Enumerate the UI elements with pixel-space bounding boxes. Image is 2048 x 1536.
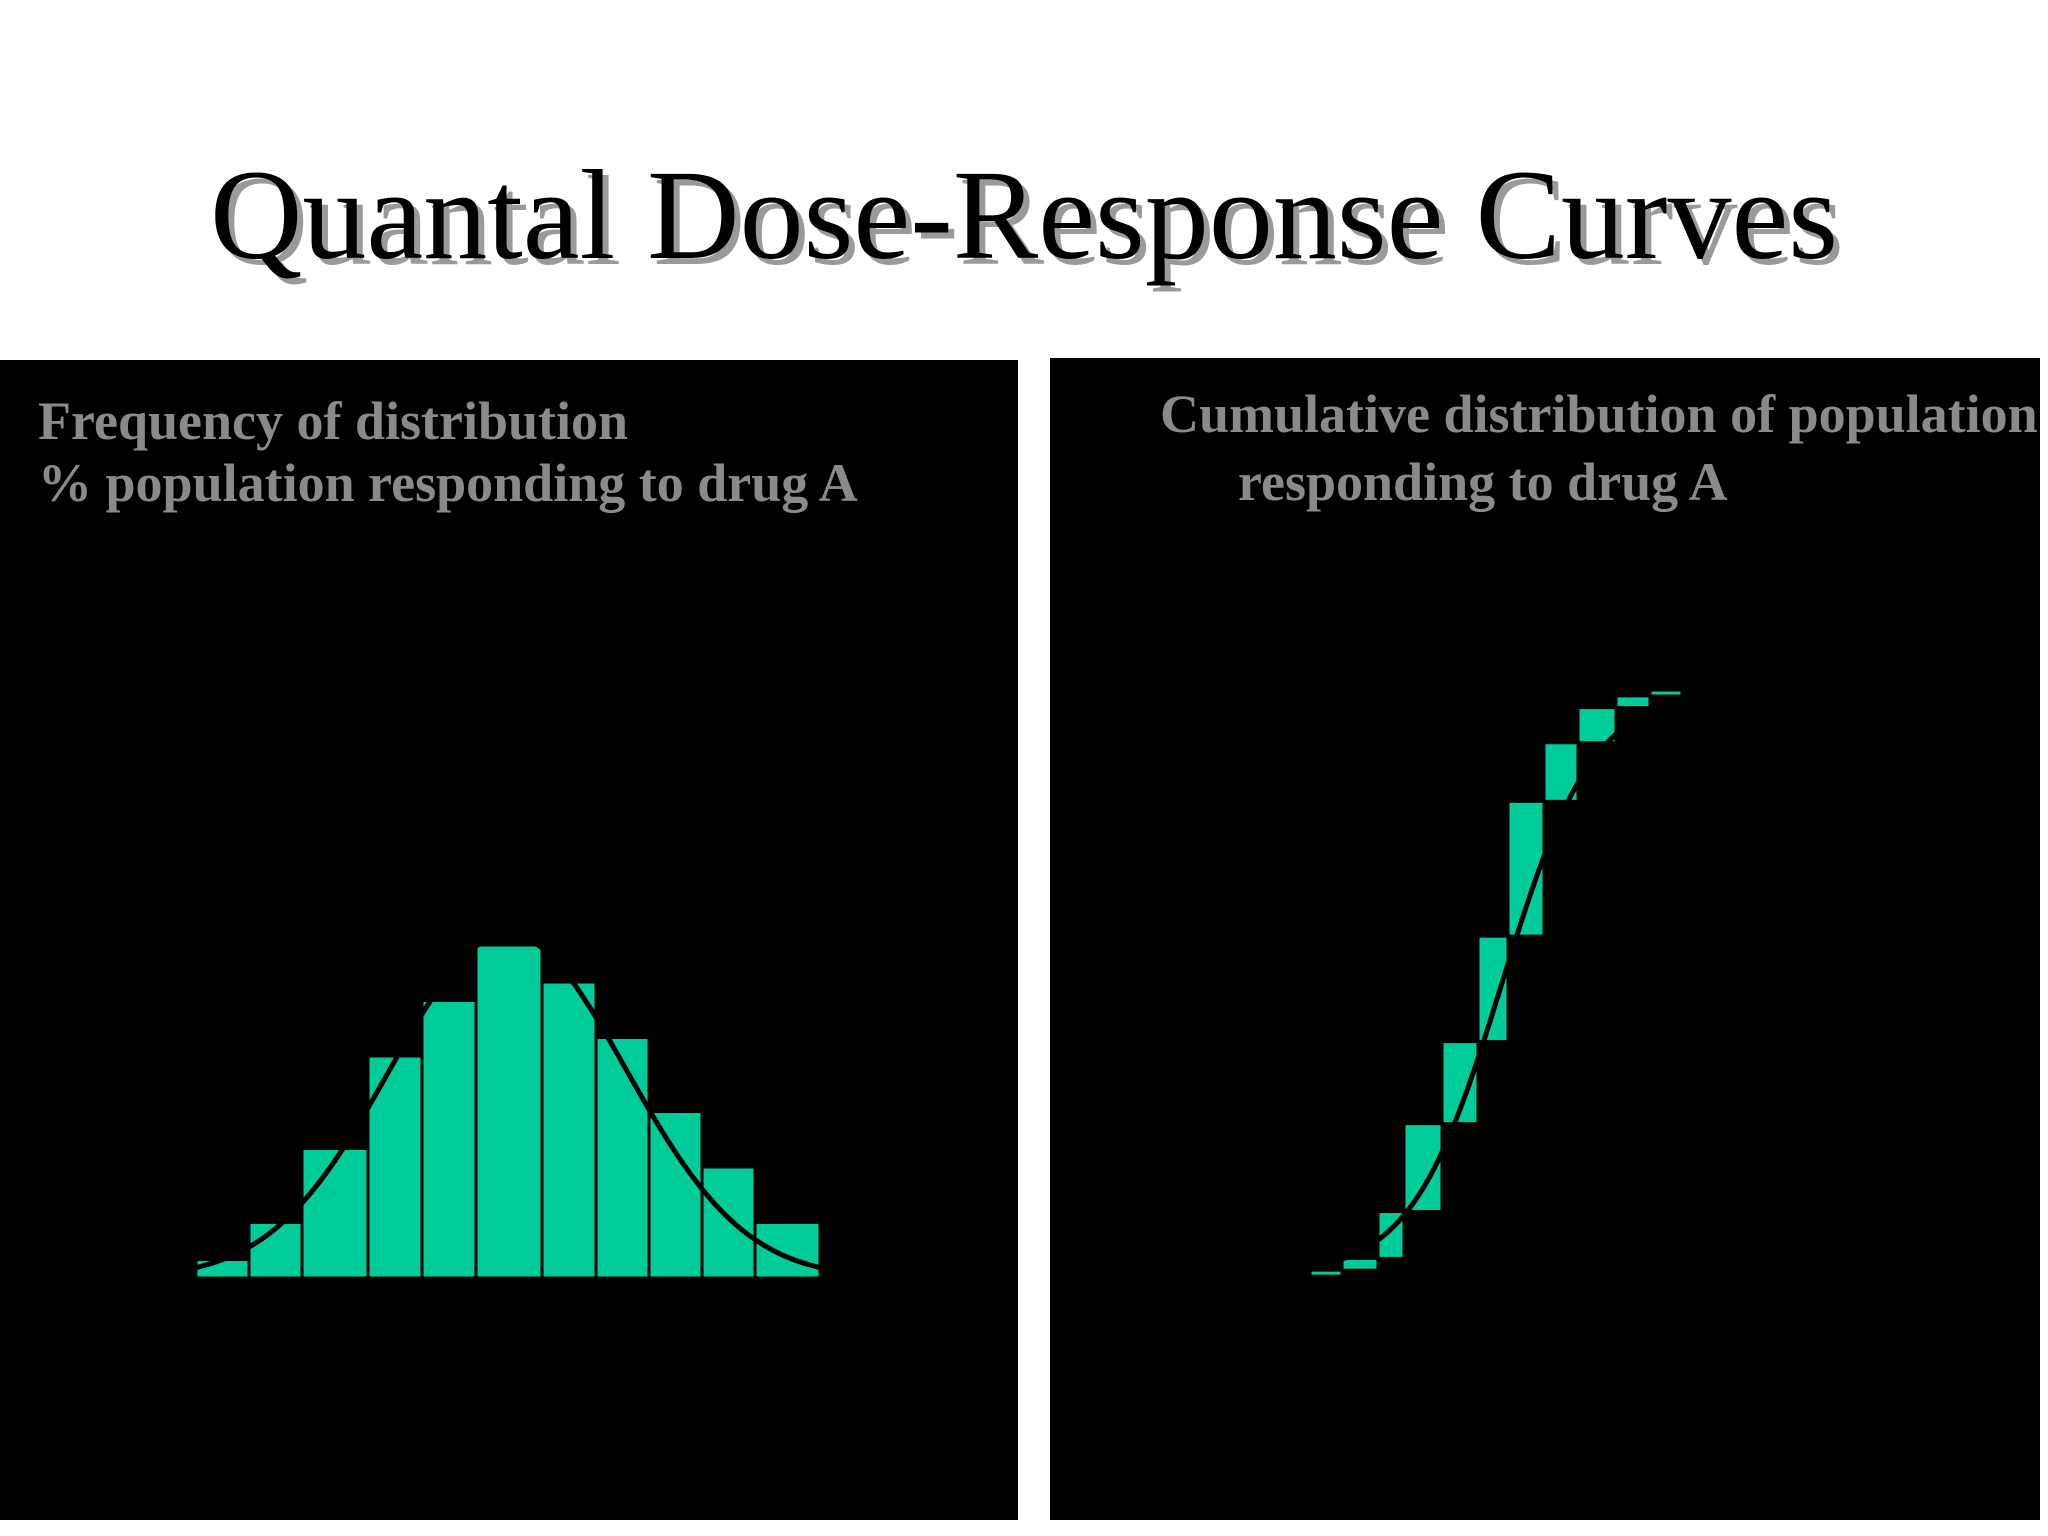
frequency-title-line-2: % population responding to drug A	[38, 453, 858, 513]
cumulative-distribution-panel: Cumulative distribution of population re…	[1050, 358, 2040, 1520]
frequency-bar-2	[247, 1221, 304, 1280]
frequency-bar-1	[194, 1258, 251, 1280]
cumulative-bar-10	[1614, 694, 1652, 710]
frequency-chart-title: Frequency of distribution % population r…	[38, 390, 858, 514]
frequency-bar-7	[540, 980, 598, 1280]
frequency-distribution-panel: Frequency of distribution % population r…	[0, 360, 1018, 1520]
frequency-bar-8	[594, 1036, 651, 1280]
frequency-bar-3	[300, 1147, 370, 1280]
frequency-normal-curve	[195, 931, 821, 1271]
cumulative-bar-2	[1340, 1256, 1380, 1272]
frequency-bar-6	[474, 943, 544, 1280]
frequency-bar-5	[420, 999, 478, 1280]
frequency-title-line-1: Frequency of distribution	[38, 391, 629, 451]
cumulative-bar-1	[1308, 1268, 1344, 1278]
cumulative-bar-9	[1576, 706, 1618, 745]
cumulative-sigmoid-curve	[1311, 697, 1689, 1270]
frequency-bar-10	[700, 1165, 757, 1280]
cumulative-bar-6	[1476, 934, 1510, 1044]
cumulative-bar-11	[1648, 688, 1684, 698]
frequency-bar-11	[753, 1221, 822, 1280]
frequency-bar-9	[647, 1110, 704, 1280]
cumulative-chart-title: Cumulative distribution of population re…	[1160, 384, 2038, 512]
slide-title: Quantal Dose-Response Curves	[209, 144, 1839, 286]
cumulative-histogram	[1308, 688, 1689, 1278]
frequency-histogram	[194, 931, 822, 1280]
